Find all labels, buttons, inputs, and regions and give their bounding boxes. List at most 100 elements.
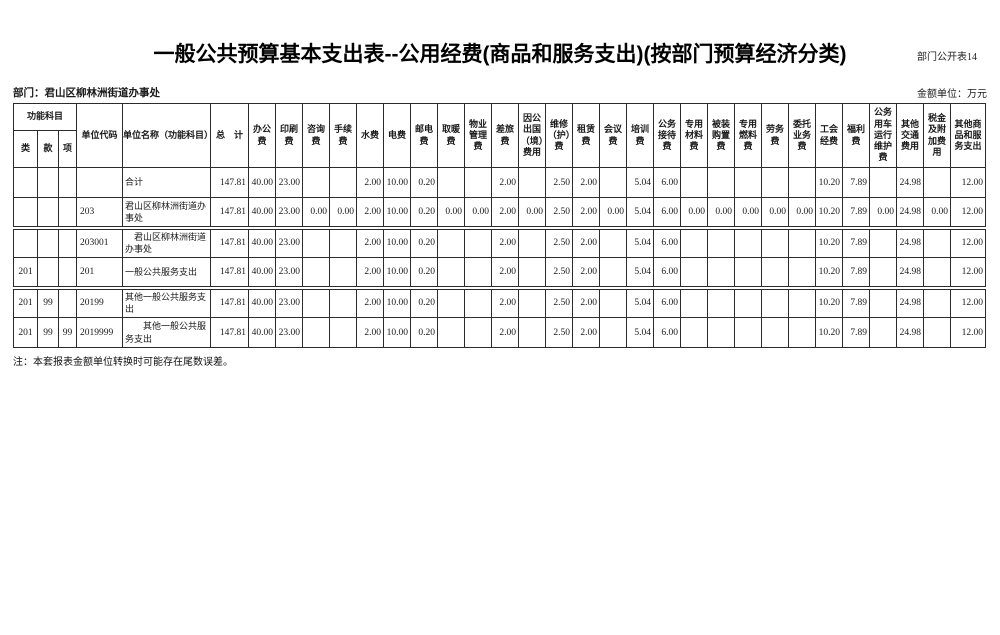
cell-item: [57, 257, 78, 288]
cell-unit-name: 君山区柳林洲街道办事处: [122, 225, 212, 258]
table-row: 201 99 20199 其他一般公共服务支出 147.81 40.00 23.00 2.00…: [13, 285, 987, 318]
cell-value: 0.00: [302, 197, 331, 228]
cell-value: [302, 285, 331, 318]
cell-value: 0.00: [707, 197, 736, 228]
cell-value: 0.00: [761, 197, 790, 228]
header-unit-name: 单位名称（功能科目）: [122, 103, 212, 168]
column-header-expense: 办公费: [248, 103, 277, 168]
cell-total: 147.81: [210, 285, 250, 318]
cell-value: 40.00: [248, 285, 277, 318]
column-header-expense: 印刷费: [275, 103, 304, 168]
cell-value: [788, 257, 817, 288]
cell-total: 147.81: [210, 197, 250, 228]
cell-value: [788, 317, 817, 348]
cell-value: 10.00: [383, 197, 412, 228]
cell-value: [437, 167, 466, 198]
cell-value: 6.00: [653, 317, 682, 348]
cell-value: 10.00: [383, 285, 412, 318]
column-header-expense: 委托业务费: [788, 103, 817, 168]
cell-value: 24.98: [896, 197, 925, 228]
header-row-top: 功能科目 单位代码 单位名称（功能科目）总 计办公费 印刷费 咨询费 手续费 水费 电费 邮电费…: [12, 103, 987, 168]
cell-value: 6.00: [653, 285, 682, 318]
cell-value: 10.20: [815, 167, 844, 198]
cell-value: [923, 257, 952, 288]
cell-value: [707, 317, 736, 348]
cell-value: [707, 257, 736, 288]
cell-value: 12.00: [950, 197, 987, 228]
cell-value: 2.00: [356, 317, 385, 348]
report-page: 部门公开表14 一般公共预算基本支出表--公用经费(商品和服务支出)(按部门预算…: [0, 38, 1000, 368]
cell-value: 6.00: [653, 197, 682, 228]
cell-value: [680, 225, 709, 258]
cell-section: [37, 197, 59, 228]
cell-value: [437, 257, 466, 288]
cell-value: [464, 285, 493, 318]
cell-value: 5.04: [626, 225, 655, 258]
cell-value: 0.20: [410, 197, 439, 228]
cell-value: [761, 257, 790, 288]
cell-value: [680, 317, 709, 348]
cell-value: [464, 225, 493, 258]
header-function-subject: 功能科目: [12, 103, 78, 131]
cell-value: [464, 317, 493, 348]
cell-value: [869, 167, 898, 198]
cell-value: 10.20: [815, 317, 844, 348]
column-header-expense: 咨询费: [302, 103, 331, 168]
column-header-expense: 电费: [383, 103, 412, 168]
cell-value: 2.00: [356, 197, 385, 228]
budget-table: 功能科目 单位代码 单位名称（功能科目）总 计办公费 印刷费 咨询费 手续费 水费 电费 邮电费…: [12, 103, 987, 348]
cell-value: [923, 225, 952, 258]
table-row: 201 99 99 2019999 其他一般公共服务支出 147.81 40.00 23.0…: [13, 317, 987, 348]
cell-unit-code: 203001: [76, 225, 124, 258]
cell-value: [518, 257, 547, 288]
column-header-expense: 福利费: [842, 103, 871, 168]
cell-value: [437, 225, 466, 258]
cell-value: [464, 257, 493, 288]
cell-value: 40.00: [248, 317, 277, 348]
cell-value: [518, 167, 547, 198]
cell-value: 0.00: [734, 197, 763, 228]
table-row: 合计 147.81 40.00 23.00 2.00 10.00 0.20 2.00 2.50 2…: [13, 167, 987, 198]
column-header-expense: 会议费: [599, 103, 628, 168]
column-header-function: 项: [57, 130, 78, 168]
cell-value: [734, 257, 763, 288]
corner-label: 部门公开表14: [917, 52, 977, 63]
cell-value: [734, 317, 763, 348]
cell-value: 12.00: [950, 167, 987, 198]
cell-value: [761, 167, 790, 198]
cell-value: [302, 317, 331, 348]
column-header-expense: 公务接待费: [653, 103, 682, 168]
column-header-expense: 租赁费: [572, 103, 601, 168]
cell-value: [437, 317, 466, 348]
cell-value: 10.20: [815, 197, 844, 228]
column-header-expense: 工会经费: [815, 103, 844, 168]
cell-section: 99: [37, 317, 59, 348]
cell-value: [788, 167, 817, 198]
cell-total: 147.81: [210, 257, 250, 288]
cell-value: 24.98: [896, 285, 925, 318]
cell-class: [13, 225, 38, 258]
cell-value: 0.20: [410, 285, 439, 318]
cell-value: 23.00: [275, 285, 304, 318]
cell-value: [869, 317, 898, 348]
meta-bar: 部门：君山区柳林洲街道办事处 金额单位：万元: [13, 85, 987, 100]
page-title: 一般公共预算基本支出表--公用经费(商品和服务支出)(按部门预算经济分类): [153, 43, 847, 66]
column-header-function: 款: [37, 130, 59, 168]
cell-value: 12.00: [950, 225, 987, 258]
column-header-expense: 水费: [356, 103, 385, 168]
cell-value: [329, 257, 358, 288]
cell-value: 23.00: [275, 197, 304, 228]
cell-value: 24.98: [896, 257, 925, 288]
cell-value: [761, 225, 790, 258]
table-row: 203 君山区柳林洲街道办事处 147.81 40.00 23.00 0.00 0.00 2.…: [13, 197, 987, 228]
column-header-expense: 其他商品和服务支出: [950, 103, 987, 168]
unit-label: 金额单位：万元: [917, 89, 987, 100]
cell-value: [302, 225, 331, 258]
cell-value: [680, 285, 709, 318]
cell-value: 7.89: [842, 257, 871, 288]
cell-value: 2.50: [545, 225, 574, 258]
header-row-sub: 类款项: [13, 130, 986, 168]
cell-value: [599, 257, 628, 288]
cell-item: [57, 225, 78, 258]
cell-value: 2.00: [491, 257, 520, 288]
